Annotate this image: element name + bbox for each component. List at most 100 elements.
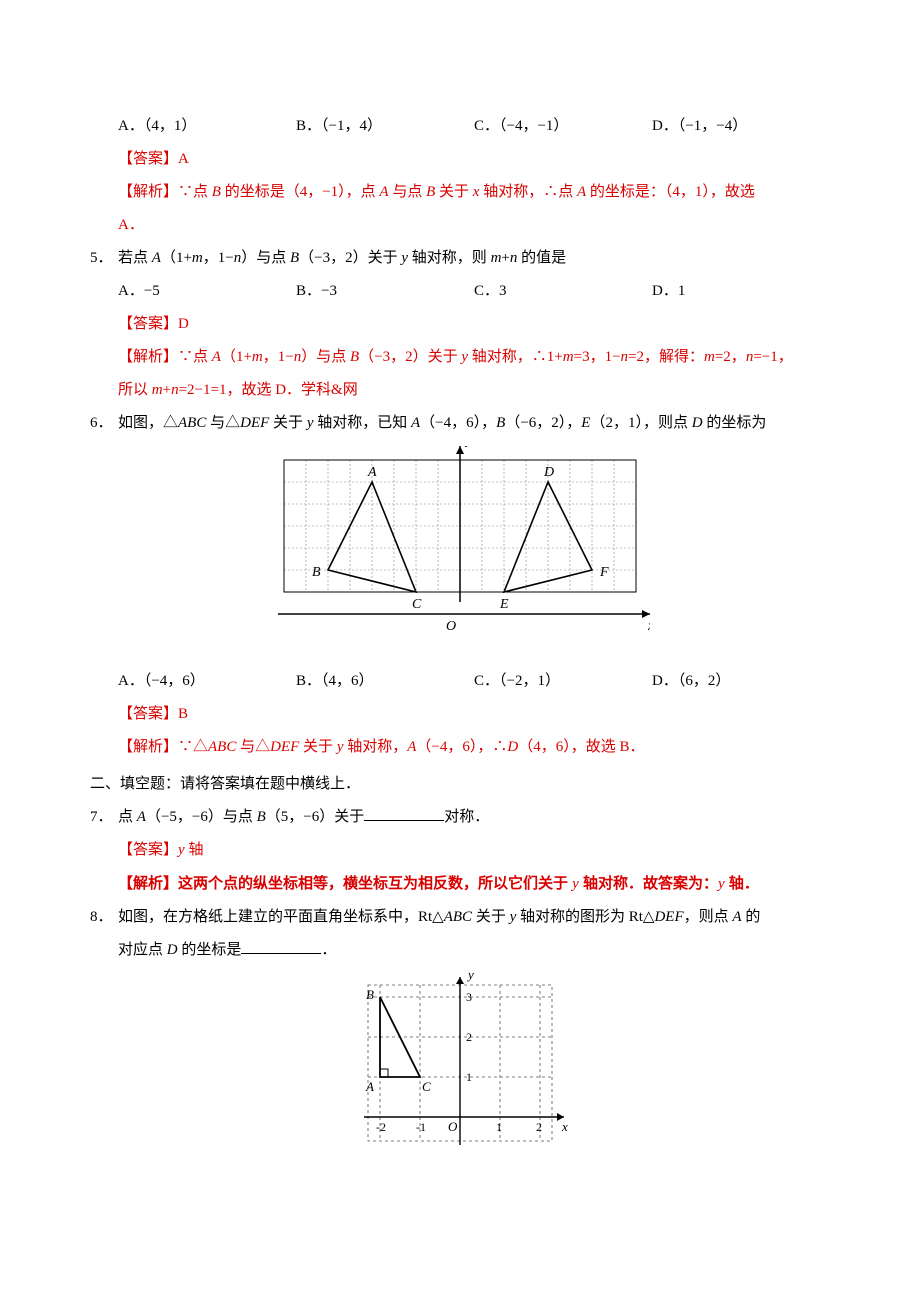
q5-optA: A．−5	[118, 275, 296, 308]
svg-text:-1: -1	[416, 1120, 426, 1134]
text: ，则点	[684, 909, 733, 925]
text: ，1−	[263, 349, 294, 365]
text: =2−1=1，故选 D．学科&网	[179, 382, 358, 398]
svg-text:A: A	[365, 1079, 374, 1094]
q6-optD: D．（6，2）	[652, 665, 830, 698]
q7-number: 7．	[90, 801, 118, 834]
var-A: A	[411, 415, 420, 431]
var-D: D	[692, 415, 703, 431]
q8-stem2: 对应点 D 的坐标是．	[90, 934, 830, 967]
text: （2，1），则点	[590, 415, 691, 431]
var-A: A	[152, 250, 161, 266]
svg-text:2: 2	[536, 1120, 542, 1134]
var-A: A	[732, 909, 741, 925]
svg-text:B: B	[312, 565, 321, 580]
var-D: D	[167, 942, 178, 958]
q4-explain: 【解析】∵点 B 的坐标是（4，−1），点 A 与点 B 关于 x 轴对称，∴点…	[90, 176, 830, 209]
var-y: y	[572, 876, 579, 892]
svg-text:E: E	[499, 597, 509, 612]
var-y: y	[718, 876, 725, 892]
text: （1+	[221, 349, 252, 365]
text: 的值是	[517, 250, 566, 266]
text: 关于	[472, 909, 510, 925]
q8-stem: 8．如图，在方格纸上建立的平面直角坐标系中，Rt△ABC 关于 y 轴对称的图形…	[90, 901, 830, 934]
q5-optD: D．1	[652, 275, 830, 308]
q5-number: 5．	[90, 242, 118, 275]
svg-text:2: 2	[466, 1030, 472, 1044]
svg-text:-2: -2	[376, 1120, 386, 1134]
text: 的坐标为	[703, 415, 767, 431]
text: （−3，2）关于	[299, 250, 401, 266]
q4-optD: D．（−1，−4）	[652, 110, 830, 143]
q6-options: A．（−4，6） B．（4，6） C．（−2，1） D．（6，2）	[90, 665, 830, 698]
text: （−4，6），	[420, 415, 496, 431]
text: （−4，6），∴	[416, 739, 507, 755]
var-D: D	[507, 739, 518, 755]
text: （1+	[161, 250, 192, 266]
var-m: m	[563, 349, 574, 365]
text: 【解析】∵点	[118, 349, 212, 365]
svg-text:D: D	[543, 465, 554, 480]
q6-optC: C．（−2，1）	[474, 665, 652, 698]
q4-answer: 【答案】A	[90, 143, 830, 176]
fill-blank	[241, 939, 321, 954]
q8-figure: ABC-2-112123Oyx	[90, 973, 830, 1166]
q6-stem: 6．如图，△ABC 与△DEF 关于 y 轴对称，已知 A（−4，6），B（−6…	[90, 407, 830, 440]
var-ABC: ABC	[444, 909, 472, 925]
svg-text:1: 1	[466, 1070, 472, 1084]
q4-explain-line2: A．	[90, 209, 830, 242]
text: （−6，2），	[505, 415, 581, 431]
text: 【解析】这两个点的纵坐标相等，横坐标互为相反数，所以它们关于	[118, 875, 572, 892]
q5-optB: B．−3	[296, 275, 474, 308]
text: 对称．	[444, 809, 489, 825]
svg-text:F: F	[599, 565, 609, 580]
text: ．	[321, 942, 336, 958]
text: 与点	[389, 184, 427, 200]
text: （−5，−6）与点	[146, 809, 257, 825]
text: =2，	[715, 349, 746, 365]
svg-text:A: A	[367, 465, 377, 480]
text: =−1，	[753, 349, 792, 365]
text: （5，−6）关于	[266, 809, 364, 825]
svg-text:1: 1	[496, 1120, 502, 1134]
q5-answer: 【答案】D	[90, 308, 830, 341]
var-m: m	[152, 382, 163, 398]
text: 的坐标是	[178, 942, 242, 958]
var-m: m	[192, 250, 203, 266]
var-B: B	[426, 184, 435, 200]
text: +	[163, 382, 171, 398]
var-A: A	[379, 184, 388, 200]
text: 关于	[435, 184, 473, 200]
q6-optA: A．（−4，6）	[118, 665, 296, 698]
text: 与△	[236, 739, 270, 755]
text: 如图，△	[118, 415, 178, 431]
var-DEF: DEF	[240, 415, 269, 431]
text: 点	[118, 809, 137, 825]
text: 与△	[206, 415, 240, 431]
q5-optC: C．3	[474, 275, 652, 308]
svg-text:O: O	[448, 1119, 458, 1134]
var-B: B	[496, 415, 505, 431]
q7-stem: 7．点 A（−5，−6）与点 B（5，−6）关于对称．	[90, 801, 830, 834]
q8-number: 8．	[90, 901, 118, 934]
q5-options: A．−5 B．−3 C．3 D．1	[90, 275, 830, 308]
var-DEF: DEF	[270, 739, 299, 755]
text: 【答案】	[118, 842, 178, 858]
svg-text:3: 3	[466, 990, 472, 1004]
text: 关于	[269, 415, 307, 431]
text: +	[501, 250, 509, 266]
q4-optC: C．（−4，−1）	[474, 110, 652, 143]
svg-text:B: B	[366, 987, 374, 1002]
q6-optB: B．（4，6）	[296, 665, 474, 698]
text: 【解析】∵点	[118, 184, 212, 200]
text: ）与点	[241, 250, 290, 266]
var-n: n	[171, 382, 179, 398]
q6-answer: 【答案】B	[90, 698, 830, 731]
var-ABC: ABC	[178, 415, 206, 431]
var-y: y	[178, 842, 185, 858]
text: 轴	[185, 842, 204, 858]
var-A: A	[577, 184, 586, 200]
var-B: B	[212, 184, 221, 200]
var-B: B	[350, 349, 359, 365]
svg-text:O: O	[446, 619, 456, 634]
